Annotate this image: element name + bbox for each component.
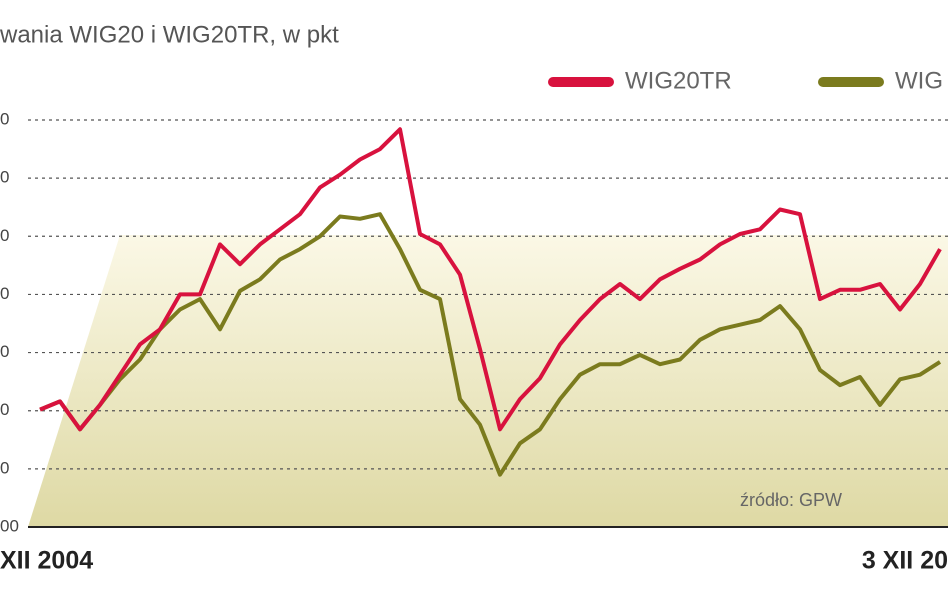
y-tick-label: 0 <box>0 226 9 245</box>
x-tick-label: 3 XII 20 <box>862 547 948 575</box>
y-tick-label: 0 <box>0 109 9 128</box>
y-tick-label: 0 <box>0 168 9 187</box>
y-tick-label: 00 <box>0 516 19 535</box>
y-tick-label: 0 <box>0 342 9 361</box>
legend-label: WIG <box>895 67 943 94</box>
y-tick-label: 0 <box>0 284 9 303</box>
y-tick-label: 0 <box>0 400 9 419</box>
series-line <box>39 127 942 432</box>
source: źródło: GPW <box>740 490 842 510</box>
y-tick-label: 0 <box>0 458 9 477</box>
series-line <box>39 212 942 477</box>
chart-title: wania WIG20 i WIG20TR, w pkt <box>0 21 339 48</box>
legend-label: WIG20TR <box>625 67 732 94</box>
x-tick-label: XII 2004 <box>0 547 93 575</box>
